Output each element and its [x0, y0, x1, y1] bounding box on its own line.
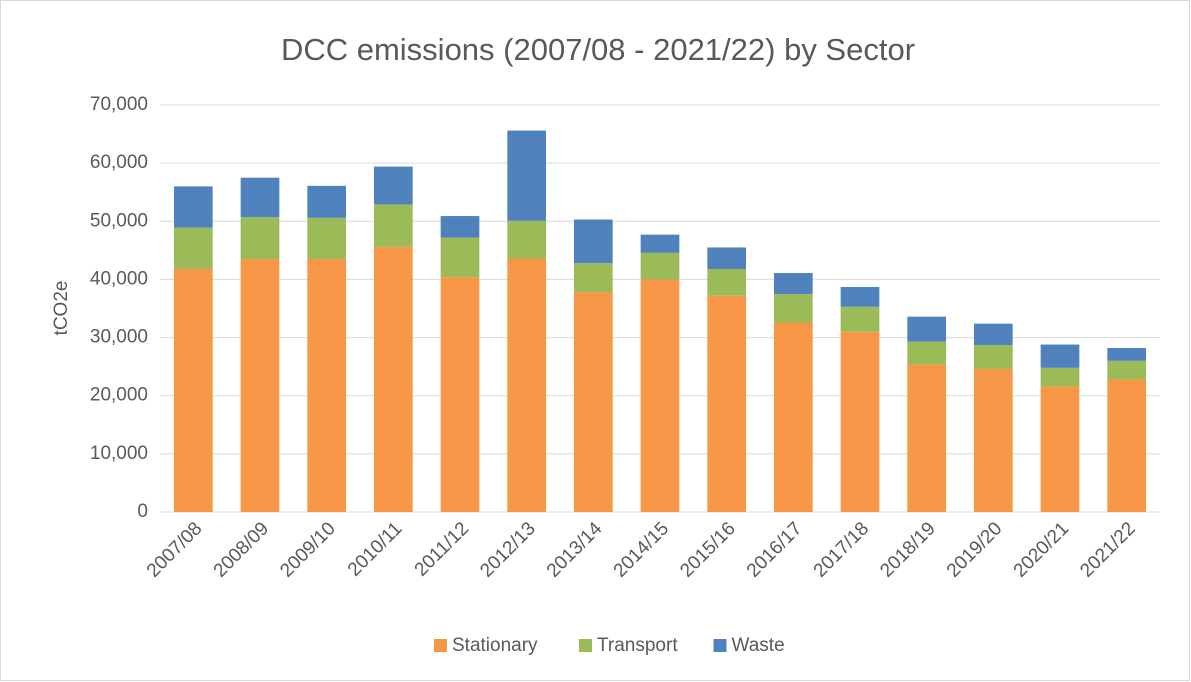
bar-segment — [174, 227, 213, 269]
bar-segment — [1107, 379, 1146, 512]
bar-segment — [840, 306, 880, 332]
y-tick-label: 0 — [137, 501, 148, 522]
bar-segment — [1107, 348, 1146, 361]
bar-segment — [774, 273, 813, 294]
bar-segment — [507, 220, 546, 259]
legend-swatch — [713, 639, 727, 652]
legend-label: Waste — [732, 635, 785, 656]
bar-segment — [1107, 360, 1146, 380]
bar-segment — [507, 258, 546, 512]
bar-segment — [374, 246, 413, 512]
bar-segment — [307, 185, 346, 218]
legend-label: Transport — [597, 635, 678, 656]
bar-segment — [307, 217, 346, 260]
bar-segment — [507, 130, 546, 221]
bar-segment — [574, 292, 613, 512]
bar-segment — [440, 216, 480, 238]
bar-segment — [1040, 367, 1080, 387]
bar-segment — [374, 166, 413, 205]
bar-segment — [974, 345, 1013, 369]
chart-title: DCC emissions (2007/08 - 2021/22) by Sec… — [281, 32, 915, 67]
bar-segment — [840, 331, 880, 512]
legend-swatch — [579, 639, 592, 652]
bar-segment — [640, 279, 680, 512]
bar-segment — [174, 268, 213, 512]
bar-segment — [907, 364, 946, 512]
bar-segment — [307, 259, 346, 512]
y-tick-label: 40,000 — [90, 268, 148, 289]
legend-swatch — [434, 639, 447, 652]
bar-segment — [240, 217, 280, 260]
bar-segment — [174, 186, 213, 228]
legend-label: Stationary — [452, 635, 538, 656]
y-tick-label: 20,000 — [90, 385, 148, 406]
bar-segment — [574, 263, 613, 293]
bar-segment — [974, 323, 1013, 346]
bar-segment — [707, 247, 746, 269]
bar-segment — [1040, 386, 1080, 512]
y-tick-label: 60,000 — [90, 152, 148, 173]
bar-segment — [907, 316, 946, 342]
bar-segment — [640, 252, 680, 280]
y-tick-label: 10,000 — [90, 443, 148, 464]
y-axis-label: tCO2e — [51, 281, 72, 336]
bar-segment — [640, 234, 680, 253]
bar-segment — [374, 204, 413, 247]
bar-segment — [974, 368, 1013, 512]
bar-segment — [574, 219, 613, 264]
y-tick-label: 30,000 — [90, 327, 148, 348]
bar-segment — [440, 237, 480, 278]
bar-segment — [907, 341, 946, 365]
bar-segment — [707, 268, 746, 296]
bar-segment — [774, 322, 813, 512]
bar-segment — [440, 277, 480, 512]
bar-segment — [774, 293, 813, 323]
bar-segment — [707, 295, 746, 512]
y-tick-label: 50,000 — [90, 210, 148, 231]
bar-segment — [840, 286, 880, 307]
bar-segment — [1040, 344, 1080, 368]
y-tick-label: 70,000 — [90, 94, 148, 115]
bar-segment — [240, 259, 280, 512]
bar-segment — [240, 177, 280, 218]
